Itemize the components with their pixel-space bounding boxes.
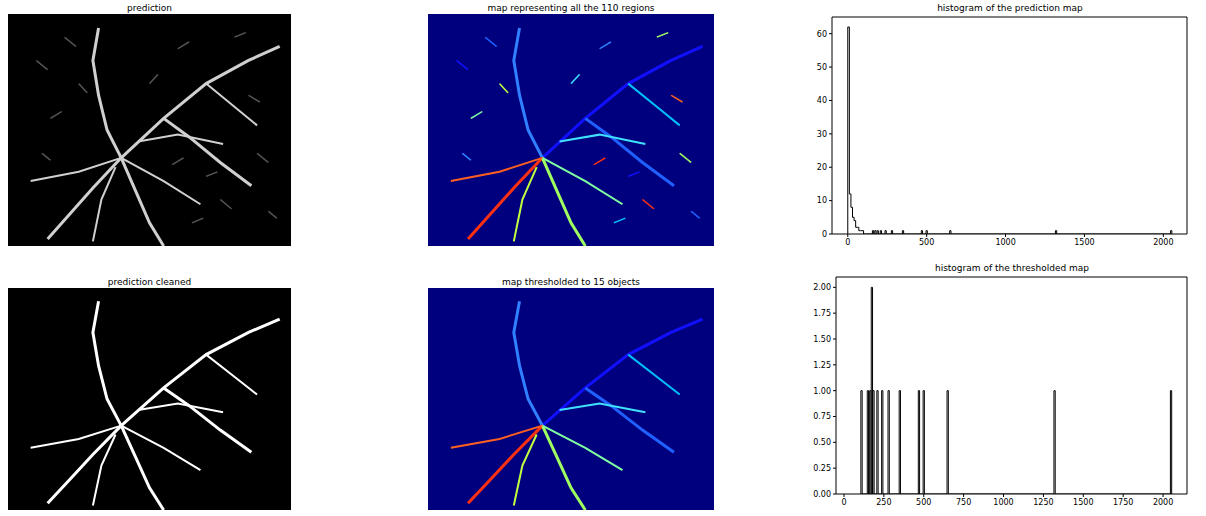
- svg-text:750: 750: [956, 498, 971, 507]
- svg-text:1250: 1250: [1033, 498, 1053, 507]
- svg-text:0.00: 0.00: [813, 490, 831, 499]
- svg-text:2000: 2000: [1153, 238, 1173, 247]
- html-text:map representing all the 110 r: map representing all the 110 regions: [487, 3, 655, 13]
- svg-text:1.25: 1.25: [813, 361, 831, 370]
- svg-text:1000: 1000: [993, 498, 1013, 507]
- html-text:histogram of the thresholded m: histogram of the thresholded map: [934, 263, 1090, 273]
- svg-text:10: 10: [817, 196, 827, 205]
- svg-text:0: 0: [841, 498, 846, 507]
- svg-text:1.00: 1.00: [813, 387, 831, 396]
- html-text:prediction: prediction: [126, 3, 173, 13]
- svg-text:2.00: 2.00: [813, 283, 831, 292]
- svg-text:50: 50: [817, 63, 827, 72]
- svg-text:250: 250: [876, 498, 891, 507]
- html-text:prediction cleaned: prediction cleaned: [107, 277, 192, 287]
- svg-text:40: 40: [817, 96, 827, 105]
- svg-text:20: 20: [817, 163, 827, 172]
- html-text:map thresholded to 15 objects: map thresholded to 15 objects: [502, 277, 640, 287]
- svg-text:0.50: 0.50: [813, 438, 831, 447]
- svg-text:0: 0: [845, 238, 850, 247]
- svg-text:0.25: 0.25: [813, 464, 831, 473]
- svg-text:1.75: 1.75: [813, 309, 831, 318]
- svg-text:1500: 1500: [1073, 498, 1093, 507]
- svg-text:500: 500: [919, 238, 934, 247]
- svg-text:500: 500: [916, 498, 931, 507]
- svg-text:1750: 1750: [1113, 498, 1133, 507]
- html-text:histogram of the prediction ma: histogram of the prediction map: [937, 3, 1083, 13]
- svg-text:0: 0: [822, 230, 827, 239]
- svg-text:1500: 1500: [1074, 238, 1094, 247]
- svg-text:1.50: 1.50: [813, 335, 831, 344]
- svg-text:0.75: 0.75: [813, 412, 831, 421]
- svg-text:60: 60: [817, 30, 827, 39]
- svg-text:1000: 1000: [995, 238, 1015, 247]
- svg-text:30: 30: [817, 130, 827, 139]
- svg-text:2000: 2000: [1153, 498, 1173, 507]
